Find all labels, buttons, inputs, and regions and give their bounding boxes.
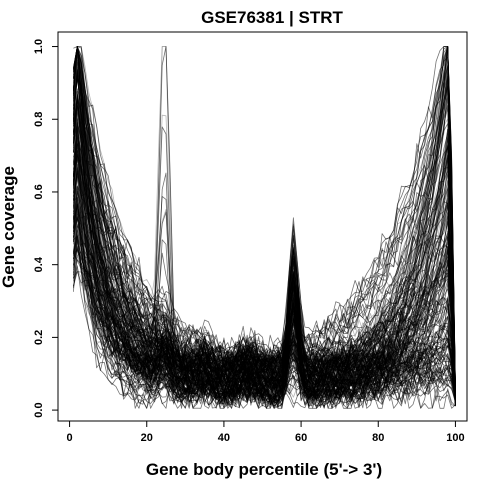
coverage-curve (73, 65, 456, 404)
coverage-curve (73, 200, 456, 401)
y-tick-label: 0.2 (33, 330, 45, 345)
coverage-curve (73, 215, 456, 409)
coverage-curve (73, 99, 456, 392)
x-tick-label: 100 (446, 432, 464, 444)
x-tick-label: 0 (67, 432, 73, 444)
coverage-curve (73, 127, 456, 394)
x-tick-label: 60 (295, 432, 307, 444)
y-tick-label: 1.0 (33, 39, 45, 54)
coverage-curve (73, 98, 456, 390)
y-tick-label: 0.6 (33, 184, 45, 199)
coverage-curve (73, 56, 456, 386)
coverage-curve (73, 75, 456, 386)
coverage-curve (73, 234, 456, 409)
y-axis: 0.0 0.2 0.4 0.6 0.8 1.0 (33, 39, 58, 418)
chart-title: GSE76381 | STRT (201, 8, 343, 27)
plot-frame (57, 31, 468, 422)
x-axis-label: Gene body percentile (5'-> 3') (146, 460, 382, 479)
y-tick-label: 0.4 (33, 256, 45, 272)
coverage-curve (73, 170, 456, 402)
coverage-curve (73, 265, 456, 405)
coverage-curve (73, 59, 456, 392)
x-tick-label: 20 (141, 432, 153, 444)
coverage-curve (73, 46, 456, 400)
coverage-curve (73, 46, 456, 399)
y-tick-label: 0.8 (33, 112, 45, 127)
x-tick-label: 80 (372, 432, 384, 444)
coverage-curve (73, 46, 456, 391)
x-axis: 0 20 40 60 80 100 (67, 421, 465, 444)
y-tick-label: 0.0 (33, 402, 45, 417)
coverage-curves (73, 46, 456, 409)
coverage-curve (73, 93, 456, 386)
coverage-curve (73, 197, 456, 409)
y-axis-label: Gene coverage (0, 166, 18, 288)
x-tick-label: 40 (218, 432, 230, 444)
coverage-curve (73, 46, 456, 388)
coverage-curve (73, 46, 456, 391)
